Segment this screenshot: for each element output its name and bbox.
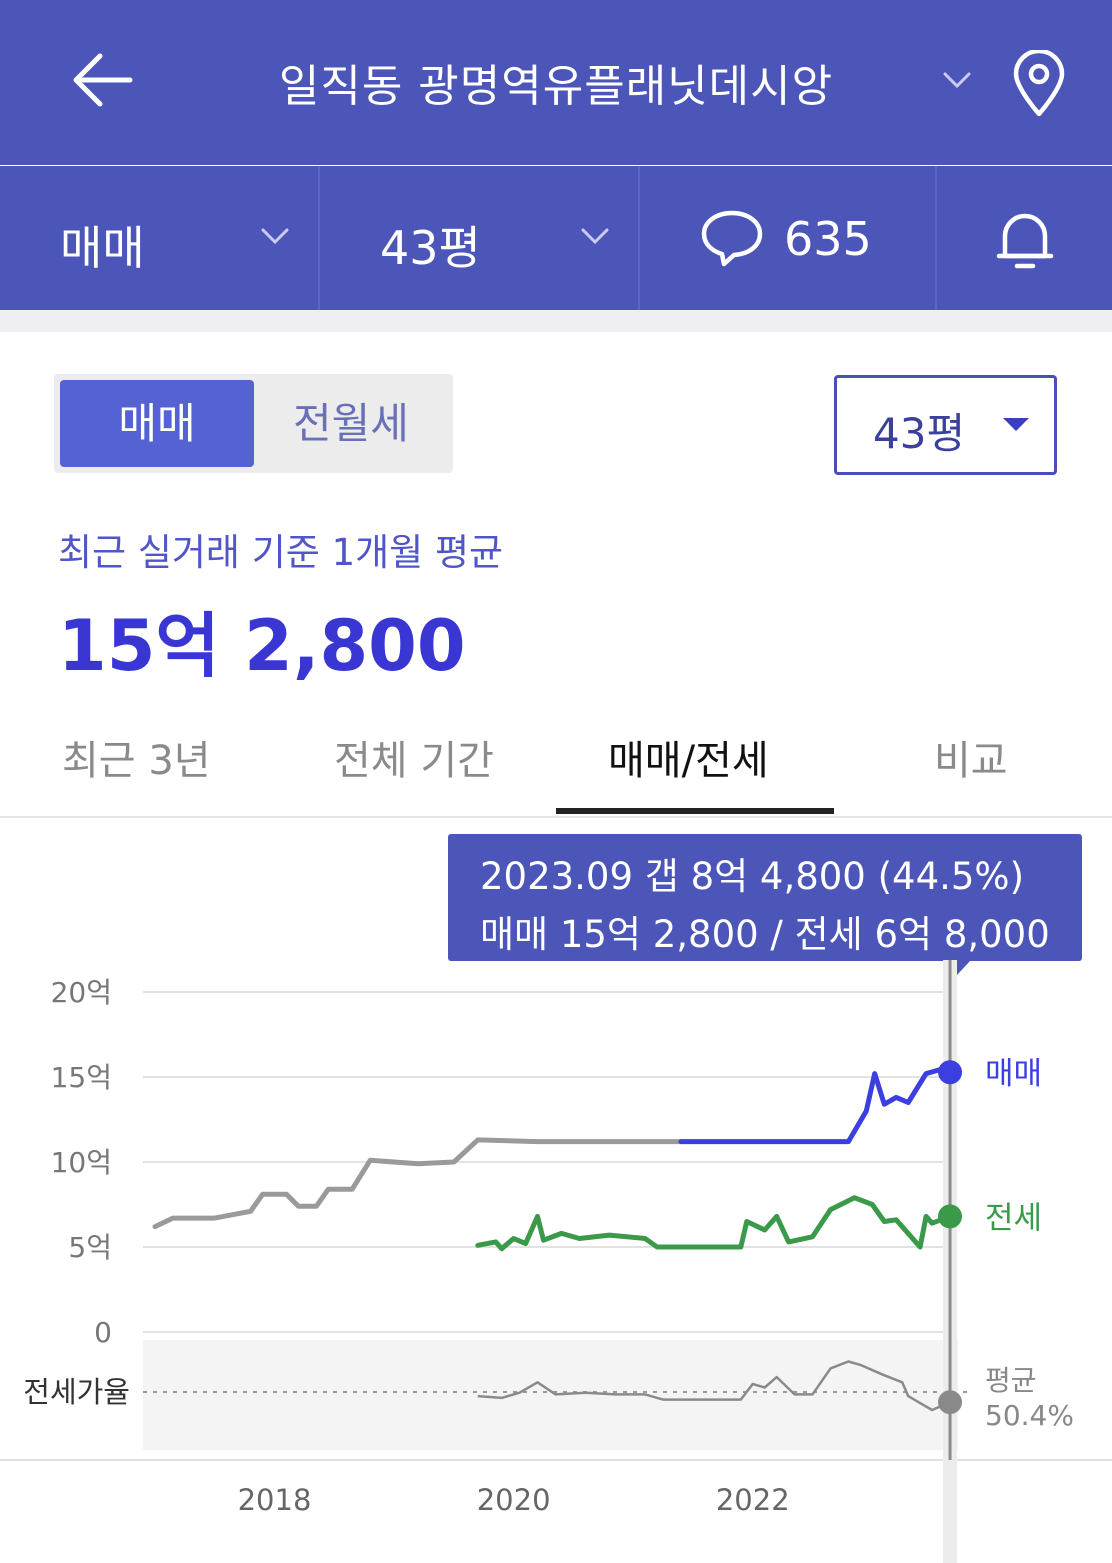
toggle-rent[interactable]: 전월세 <box>293 399 409 448</box>
size-filter-value: 43평 <box>380 221 481 275</box>
map-pin-icon[interactable] <box>1010 50 1068 118</box>
comment-count: 635 <box>784 212 872 266</box>
ratio-label: 전세가율 <box>23 1375 130 1409</box>
arrow-left-icon[interactable] <box>70 50 134 110</box>
period-tabs: 최근 3년 전체 기간 매매/전세 비교 <box>0 720 1112 818</box>
tab-all-period[interactable]: 전체 기간 <box>334 738 494 784</box>
app-header: 일직동 광명역유플래닛데시앙 <box>0 0 1112 165</box>
y-tick-label: 10억 <box>51 1146 112 1179</box>
x-tick-label: 2020 <box>477 1483 551 1517</box>
y-tick-label: 0 <box>94 1316 112 1349</box>
bell-icon <box>996 213 1054 269</box>
chevron-down-icon <box>581 228 609 245</box>
alert-button[interactable] <box>937 166 1112 310</box>
ratio-end-point <box>938 1390 963 1415</box>
ratio-band <box>143 1340 958 1450</box>
section-divider <box>0 310 1112 332</box>
ratio-average-label: 평균 <box>985 1364 1037 1397</box>
trade-type-value: 매매 <box>60 221 145 275</box>
sale-series-label: 매매 <box>985 1056 1042 1092</box>
y-tick-label: 20억 <box>51 976 112 1009</box>
filter-bar: 매매 43평 635 <box>0 166 1112 310</box>
chart-tooltip: 2023.09 갭 8억 4,800 (44.5%) 매매 15억 2,800 … <box>448 834 1082 975</box>
active-tab-indicator <box>556 808 834 814</box>
tab-compare[interactable]: 비교 <box>934 738 1008 784</box>
chevron-down-icon <box>261 228 289 245</box>
sale-history-line <box>152 1137 684 1230</box>
average-price: 15억 2,800 <box>58 605 466 687</box>
caret-down-icon <box>1003 418 1029 431</box>
jeonse-end-point <box>938 1204 963 1229</box>
x-tick-label: 2022 <box>716 1483 790 1517</box>
toggle-sale[interactable]: 매매 <box>60 380 254 467</box>
y-tick-label: 15억 <box>51 1061 112 1094</box>
size-dropdown[interactable]: 43평 <box>834 375 1057 475</box>
size-filter-select[interactable]: 43평 <box>320 166 640 310</box>
x-tick-label: 2018 <box>238 1483 312 1517</box>
tooltip-gap: 2023.09 갭 8억 4,800 (44.5%) <box>480 855 1025 898</box>
tab-sale-jeonse[interactable]: 매매/전세 <box>608 738 769 784</box>
trade-toggle: 매매 전월세 <box>54 374 453 473</box>
trade-type-select[interactable]: 매매 <box>0 166 320 310</box>
jeonse-series-label: 전세 <box>985 1200 1042 1236</box>
sale-end-point <box>938 1060 963 1085</box>
comments-button[interactable]: 635 <box>640 166 937 310</box>
price-caption: 최근 실거래 기준 1개월 평균 <box>58 531 504 574</box>
sale-line <box>678 1066 953 1145</box>
tab-recent-3y[interactable]: 최근 3년 <box>62 738 211 784</box>
page-title: 일직동 광명역유플래닛데시앙 <box>278 61 834 112</box>
tooltip-prices: 매매 15억 2,800 / 전세 6억 8,000 <box>480 913 1050 956</box>
size-dropdown-value: 43평 <box>873 409 966 458</box>
speech-bubble-icon <box>701 210 763 267</box>
ratio-line <box>477 1360 951 1412</box>
chevron-down-icon[interactable] <box>942 70 972 92</box>
jeonse-line <box>475 1195 953 1252</box>
ratio-average-value: 50.4% <box>985 1399 1074 1432</box>
y-tick-label: 5억 <box>68 1231 112 1264</box>
